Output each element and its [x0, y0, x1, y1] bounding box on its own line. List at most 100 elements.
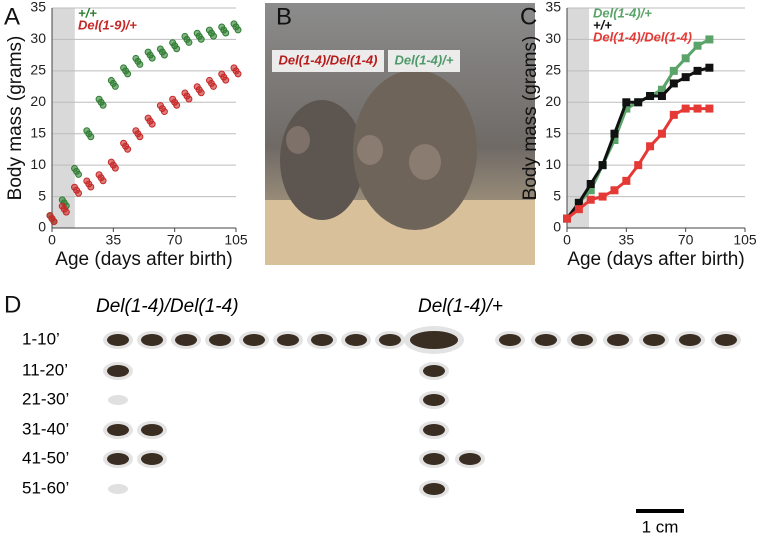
marker — [574, 205, 583, 214]
marker — [705, 63, 714, 72]
pellet — [571, 334, 593, 346]
scale-label: 1 cm — [642, 517, 679, 536]
point — [136, 60, 144, 68]
point — [111, 164, 119, 172]
pellet — [459, 453, 481, 465]
point — [234, 70, 242, 78]
empty-slot — [108, 484, 128, 494]
x-tick-label: 0 — [48, 232, 56, 248]
row-label: 11-20’ — [22, 360, 68, 379]
y-axis-label: Body mass (grams) — [5, 36, 26, 201]
marker — [681, 54, 690, 63]
point — [209, 82, 217, 90]
column-header: Del(1-4)/+ — [418, 296, 503, 317]
point — [87, 133, 95, 141]
point — [185, 95, 193, 103]
point — [111, 82, 119, 90]
pellet — [423, 394, 445, 406]
marker — [634, 161, 643, 170]
pellet — [107, 453, 129, 465]
plot-area — [52, 8, 236, 228]
pellet — [107, 424, 129, 436]
marker — [610, 136, 619, 144]
point — [148, 54, 156, 62]
pellet — [107, 334, 129, 346]
label-bg — [272, 50, 384, 72]
pellet — [715, 334, 737, 346]
y-tick-label: 0 — [38, 219, 46, 235]
pellet — [209, 334, 231, 346]
row-label: 41-50’ — [22, 448, 69, 467]
legend-entry: Del(1-9)/+ — [78, 17, 137, 32]
x-tick-label: 105 — [733, 232, 757, 248]
pellet — [175, 334, 197, 346]
marker — [705, 35, 714, 44]
ear — [357, 135, 383, 165]
marker — [574, 198, 583, 207]
ear — [409, 144, 441, 180]
pellet — [141, 424, 163, 436]
pellet — [423, 453, 445, 465]
pellet — [423, 365, 445, 377]
marker — [598, 161, 607, 170]
y-tick-label: 35 — [545, 0, 561, 15]
point — [209, 32, 217, 40]
marker — [610, 129, 619, 138]
panel-label: D — [4, 291, 21, 318]
row-label: 31-40’ — [22, 419, 69, 438]
y-tick-label: 30 — [545, 30, 561, 46]
genotype-label: Del(1-4)/Del(1-4) — [279, 52, 378, 67]
pellet — [423, 483, 445, 495]
point — [148, 120, 156, 128]
shaded-region — [567, 8, 590, 228]
x-axis-label: Age (days after birth) — [55, 249, 232, 270]
marker — [646, 142, 655, 151]
pellet — [141, 453, 163, 465]
y-tick-label: 5 — [38, 187, 46, 203]
y-tick-label: 0 — [553, 219, 561, 235]
point — [197, 35, 205, 43]
x-tick-label: 70 — [678, 232, 694, 248]
marker — [693, 66, 702, 75]
y-tick-label: 15 — [30, 124, 46, 140]
legend-entry: Del(1-4)/+ — [593, 5, 652, 20]
y-tick-label: 20 — [545, 93, 561, 109]
marker — [610, 186, 619, 195]
point — [222, 29, 230, 37]
point — [99, 177, 107, 185]
point — [234, 26, 242, 34]
marker — [586, 186, 595, 195]
pellet — [423, 424, 445, 436]
plot-area — [567, 8, 745, 228]
marker — [693, 104, 702, 113]
x-axis-label: Age (days after birth) — [567, 249, 744, 270]
pellet — [379, 334, 401, 346]
x-tick-label: 0 — [563, 232, 571, 248]
y-tick-label: 5 — [553, 187, 561, 203]
legend-entry: +/+ — [78, 5, 97, 20]
marker — [669, 110, 678, 119]
panel-label: C — [520, 3, 537, 30]
pellet — [311, 334, 333, 346]
point — [99, 101, 107, 109]
genotype-label: Del(1-4)/+ — [395, 52, 454, 67]
marker — [657, 129, 666, 138]
marker — [586, 195, 595, 204]
marker — [622, 98, 631, 107]
y-tick-label: 30 — [30, 30, 46, 46]
point — [173, 101, 181, 109]
panel-label: B — [276, 3, 292, 30]
row-label: 51-60’ — [22, 478, 69, 497]
y-tick-label: 10 — [545, 156, 561, 172]
panel-d: D Del(1-4)/Del(1-4) Del(1-4)/+ 1 cm — [4, 291, 684, 536]
row-label: 21-30’ — [22, 389, 69, 408]
pellet — [141, 334, 163, 346]
y-tick-label: 15 — [545, 124, 561, 140]
pellet — [679, 334, 701, 346]
marker — [693, 41, 702, 50]
point — [75, 189, 83, 197]
marker — [669, 66, 678, 75]
